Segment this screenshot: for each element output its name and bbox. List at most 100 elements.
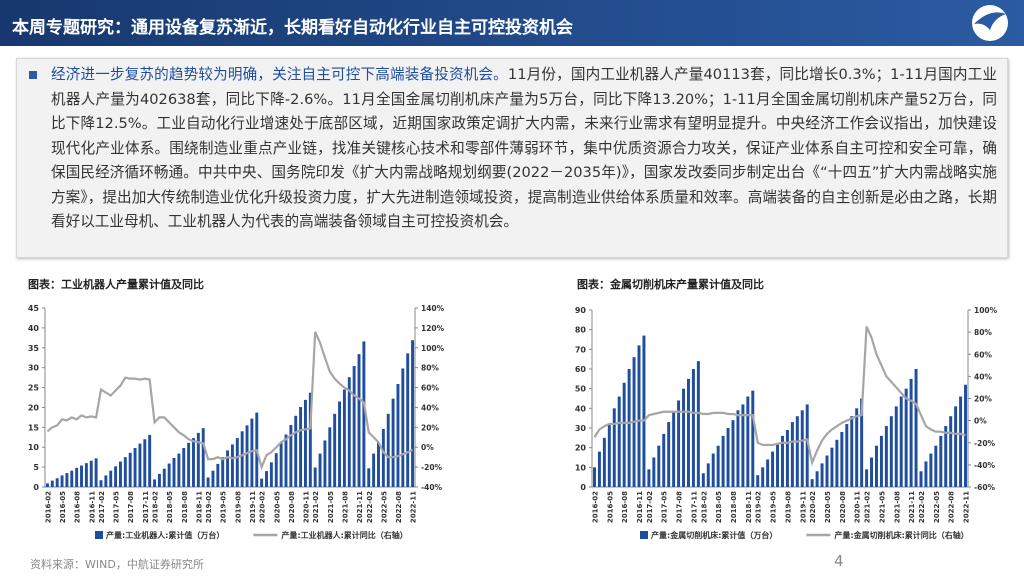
bar	[80, 465, 83, 487]
y2-tick-label: 80%	[421, 364, 439, 373]
bar	[790, 422, 794, 487]
x-tick-label: 2021-11	[908, 491, 916, 523]
x-tick-label: 2016-05	[606, 491, 614, 523]
bar	[632, 357, 636, 487]
x-tick-label: 2021-08	[341, 491, 349, 523]
bar	[914, 369, 918, 487]
bar	[377, 442, 380, 487]
bar	[323, 440, 327, 487]
bar	[401, 368, 405, 487]
bar	[391, 398, 395, 487]
x-tick-label: 2021-02	[864, 491, 872, 523]
y-tick-label: 90	[575, 306, 587, 315]
bar	[776, 443, 780, 487]
bar	[230, 444, 234, 487]
bar	[396, 383, 400, 487]
text-box: 经济进一步复苏的趋势较为明确，关注自主可控下高端装备投资机会。11月份，国内工业…	[16, 58, 1008, 258]
x-tick-label: 2016-02	[44, 491, 52, 523]
header-title: 本周专题研究：通用设备复苏渐近，长期看好自动化行业自主可控投资机会	[12, 18, 573, 38]
bar	[279, 442, 283, 487]
y2-tick-label: 100%	[974, 306, 998, 315]
y-tick-label: 50	[575, 385, 587, 394]
bar	[221, 457, 225, 487]
bar	[771, 451, 775, 487]
line	[593, 326, 966, 467]
bar	[850, 416, 854, 487]
bar	[622, 382, 626, 487]
y2-tick-label: -40%	[974, 461, 996, 470]
x-tick-label: 2018-11	[745, 491, 753, 523]
bar	[682, 388, 686, 487]
lead-sentence: 经济进一步复苏的趋势较为明确，关注自主可控下高端装备投资机会。	[51, 66, 508, 83]
bar	[182, 448, 186, 487]
bar	[607, 424, 611, 487]
bar	[667, 422, 671, 487]
bar	[820, 463, 824, 487]
bar	[138, 443, 142, 487]
bar	[206, 477, 210, 487]
x-tick-label: 2018-02	[700, 491, 708, 523]
x-tick-label: 2016-08	[74, 491, 82, 523]
bar	[143, 439, 147, 487]
y-tick-label: 60	[575, 365, 587, 374]
bar	[99, 480, 103, 487]
bar	[148, 434, 152, 487]
bar	[825, 455, 829, 487]
x-tick-label: 2018-08	[730, 491, 738, 523]
bar	[686, 378, 690, 487]
y2-tick-label: 80%	[974, 328, 992, 337]
bar	[55, 478, 59, 487]
logo-wing	[974, 12, 1006, 30]
x-tick-label: 2019-02	[205, 491, 213, 523]
bar	[677, 400, 681, 487]
paragraph: 经济进一步复苏的趋势较为明确，关注自主可控下高端装备投资机会。11月份，国内工业…	[51, 63, 997, 235]
y-tick-label: 35	[28, 344, 40, 353]
bar	[235, 438, 239, 487]
bar	[240, 431, 244, 487]
x-tick-label: 2020-08	[839, 491, 847, 523]
bar	[381, 428, 385, 487]
bar	[45, 483, 49, 487]
legend-label: 产量:金属切削机床:累计值（万台）	[651, 530, 777, 540]
y2-tick-label: -20%	[974, 439, 996, 448]
bar	[874, 445, 878, 487]
x-tick-label: 2019-11	[799, 491, 807, 523]
x-tick-label: 2020-02	[259, 491, 267, 523]
bar	[260, 478, 264, 487]
y2-tick-label: 40%	[974, 372, 992, 381]
x-tick-label: 2018-11	[195, 491, 203, 523]
bar	[840, 431, 844, 487]
bar	[899, 396, 903, 487]
bar	[328, 427, 332, 487]
bar	[696, 361, 700, 487]
y2-tick-label: -20%	[421, 463, 443, 472]
bar	[269, 462, 273, 487]
x-tick-label: 2020-02	[809, 491, 817, 523]
y2-tick-label: 0%	[421, 443, 434, 452]
bar	[352, 366, 356, 487]
bar	[196, 432, 200, 487]
bar	[627, 369, 631, 487]
x-tick-label: 2018-02	[152, 491, 160, 523]
y2-tick-label: -60%	[974, 483, 996, 492]
bar	[711, 453, 715, 487]
y-tick-label: 10	[575, 463, 587, 472]
y-tick-label: 25	[28, 384, 40, 393]
x-tick-label: 2021-08	[893, 491, 901, 523]
bar	[157, 473, 161, 487]
bar	[662, 433, 666, 487]
bar	[153, 479, 156, 487]
bar	[701, 473, 705, 487]
bar	[104, 475, 108, 487]
x-tick-label: 2022-08	[395, 491, 403, 523]
bar	[924, 461, 928, 487]
x-tick-label: 2017-11	[690, 491, 698, 523]
bar	[964, 384, 968, 487]
bar	[70, 470, 74, 487]
y-tick-label: 80	[575, 326, 587, 335]
bar	[780, 435, 784, 487]
y-tick-label: 20	[28, 403, 40, 412]
bar	[944, 426, 948, 487]
x-tick-label: 2017-05	[661, 491, 669, 523]
